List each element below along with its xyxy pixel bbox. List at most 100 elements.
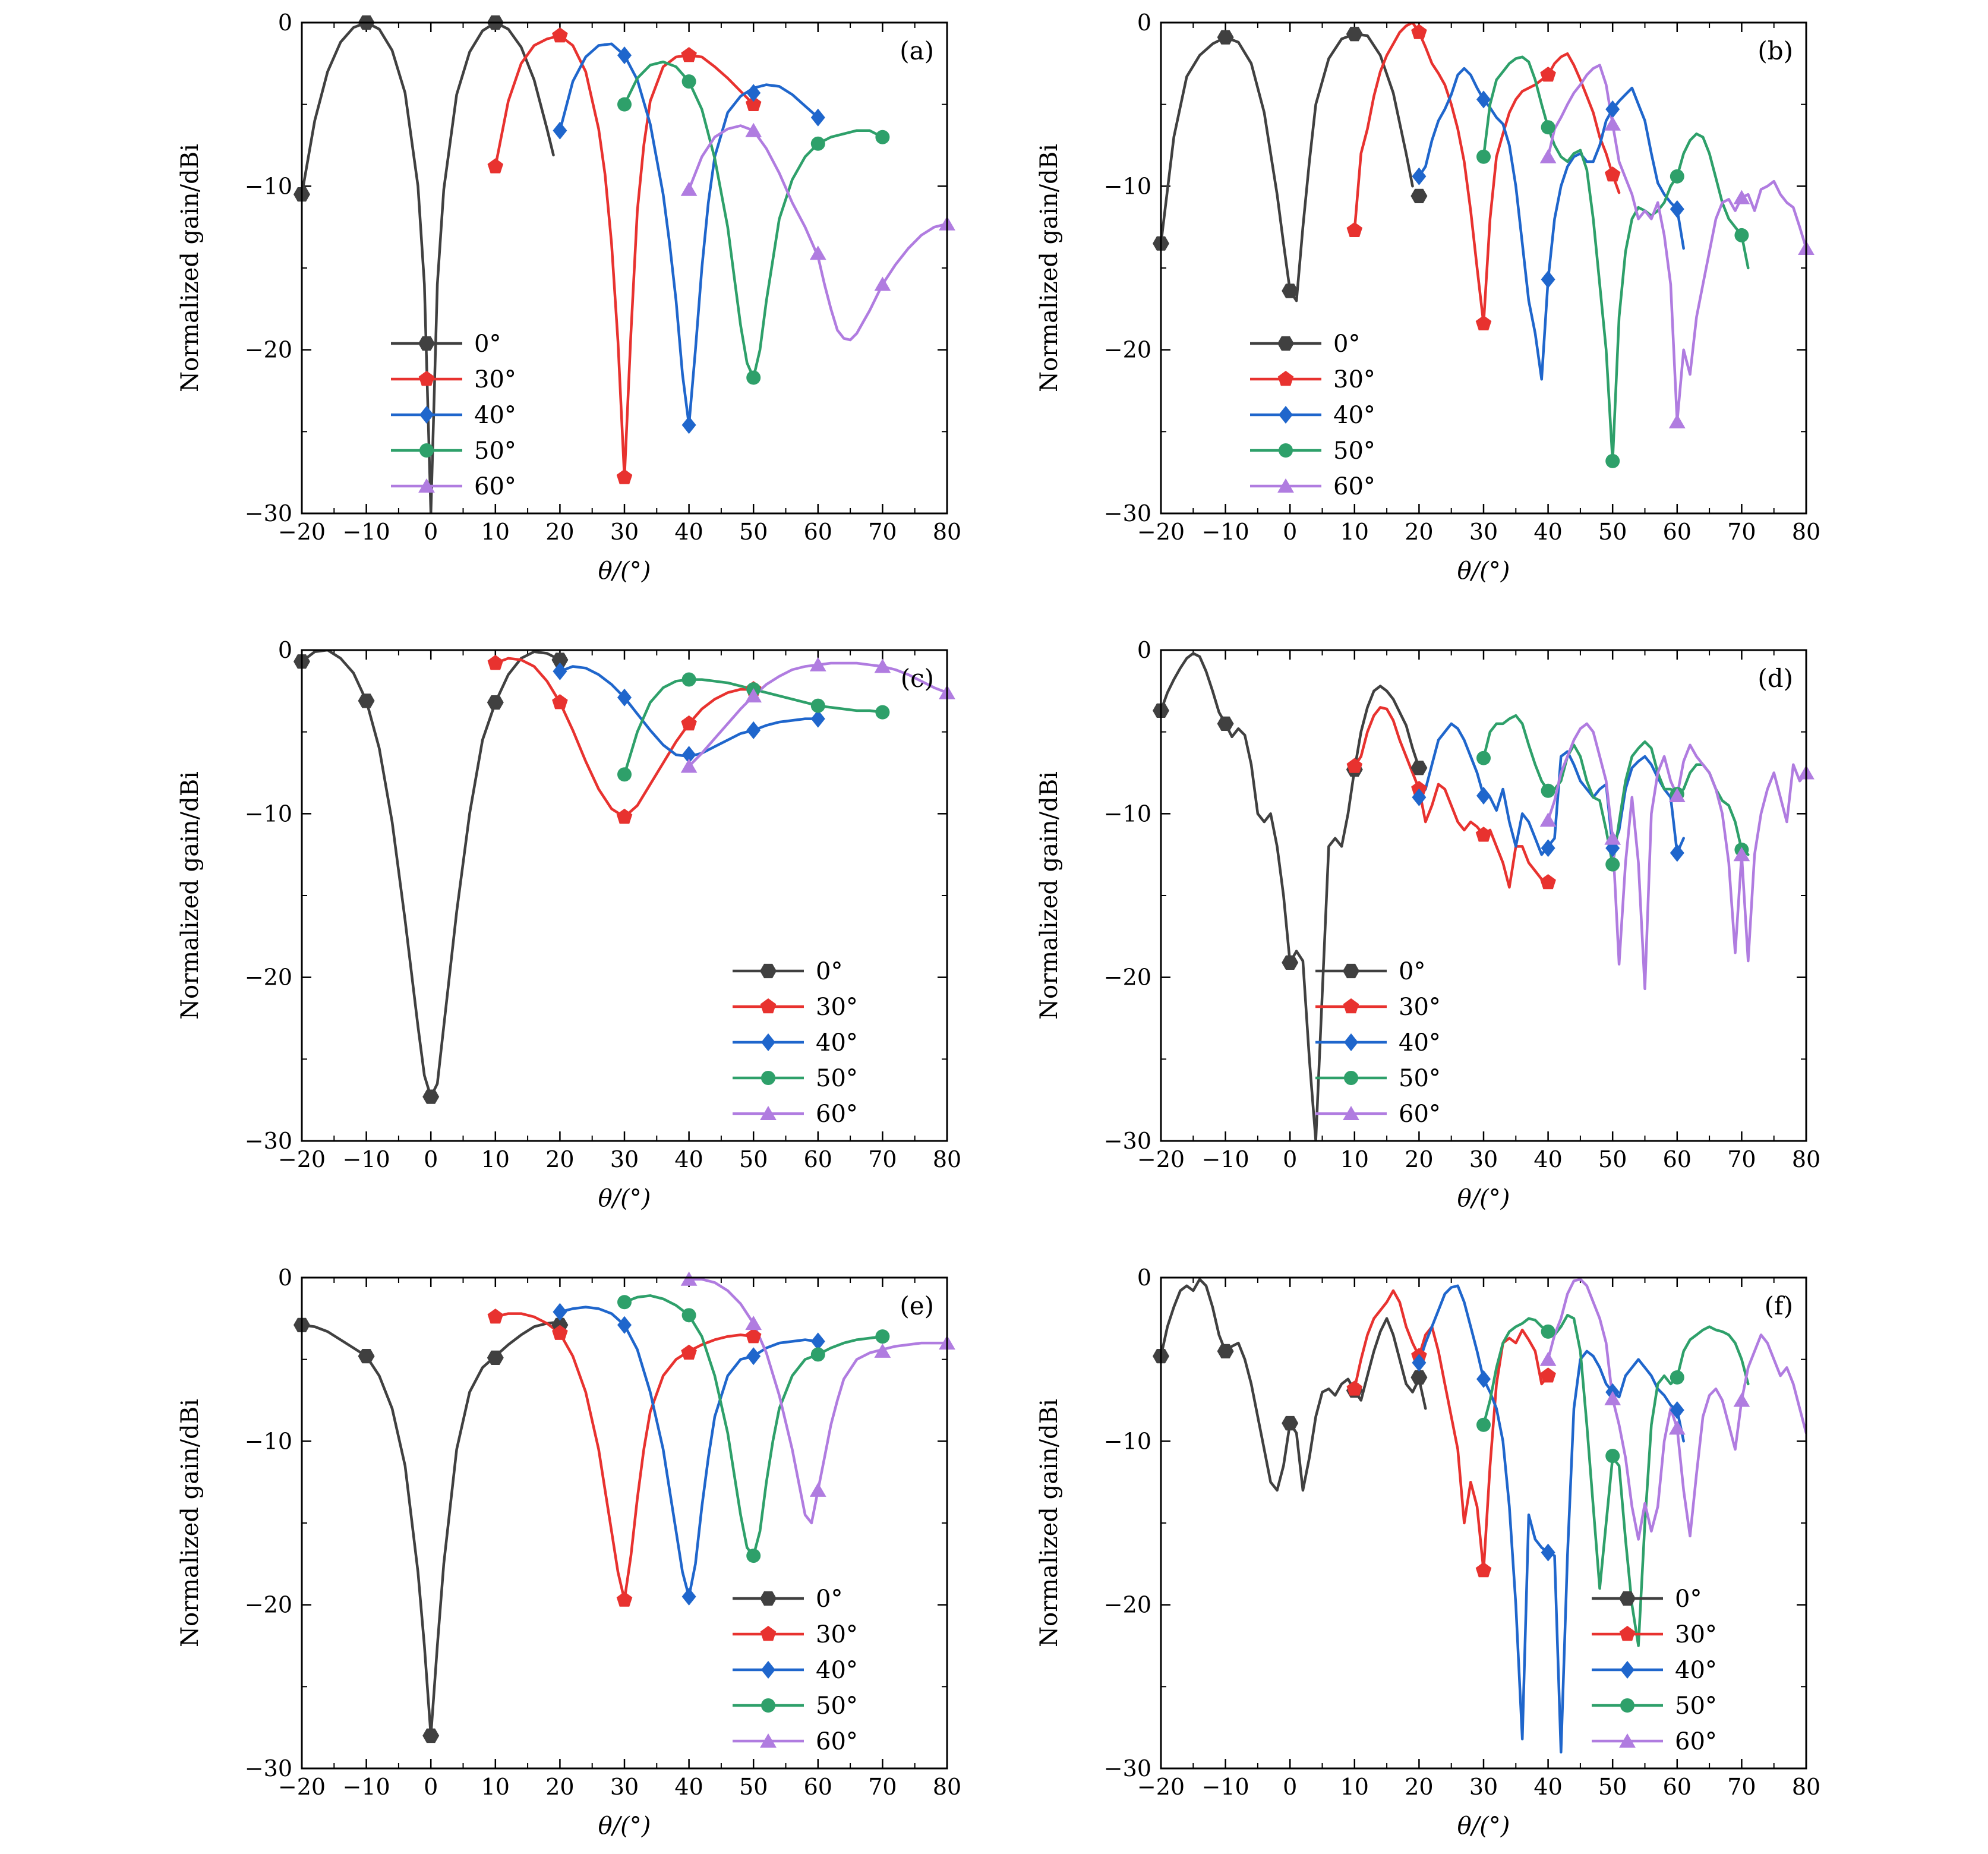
series-line-30deg xyxy=(1353,23,1621,325)
x-tick-label: 60 xyxy=(804,1774,832,1800)
x-tick-label: 30 xyxy=(610,519,639,545)
data-point-60deg xyxy=(1539,149,1557,163)
y-tick-label: −20 xyxy=(1104,964,1151,991)
data-point-40deg xyxy=(746,84,761,102)
legend-marker xyxy=(760,963,777,979)
data-point-60deg xyxy=(809,1482,826,1497)
data-point-0deg xyxy=(1282,955,1299,970)
legend-marker xyxy=(760,998,777,1014)
panel-a: −20 −10 0 10 20 30 40 50 60 70 800−10−20−30θ/(°)No… xyxy=(176,10,961,585)
y-tick-label: −10 xyxy=(245,173,292,199)
data-point-30deg xyxy=(487,158,504,174)
legend-label: 30° xyxy=(1675,1621,1717,1648)
legend-marker xyxy=(1277,336,1294,351)
y-ticks: 0 −10 −20 −30 xyxy=(245,10,947,526)
data-point-40deg xyxy=(1541,839,1555,857)
data-point-40deg xyxy=(1476,787,1491,805)
x-tick-label: 0 xyxy=(1283,1146,1297,1172)
data-point-40deg xyxy=(553,1303,567,1321)
data-point-30deg xyxy=(681,47,697,62)
x-tick-label: 20 xyxy=(1405,519,1433,545)
legend-marker xyxy=(760,1106,777,1120)
data-point-50deg xyxy=(746,370,761,385)
data-point-60deg xyxy=(1604,116,1621,131)
legend-label: 60° xyxy=(1399,1101,1441,1128)
x-tick-label: 50 xyxy=(1598,519,1627,545)
y-ticks: 0 −10 −20 −30 xyxy=(1104,637,1806,1154)
y-tick-label: −20 xyxy=(1104,1592,1151,1618)
legend-marker xyxy=(760,1733,777,1748)
data-point-40deg xyxy=(617,688,632,707)
x-tick-label: −20 xyxy=(1137,1774,1185,1800)
x-tick-label: −20 xyxy=(1137,1146,1185,1172)
data-point-60deg xyxy=(1604,1390,1621,1405)
series-line-50deg xyxy=(1482,1314,1750,1647)
series-line-0deg xyxy=(1161,33,1414,302)
data-point-50deg xyxy=(681,1308,696,1323)
legend-label: 40° xyxy=(816,1029,858,1057)
legend-marker xyxy=(1277,371,1294,386)
x-tick-label: 30 xyxy=(610,1146,639,1172)
y-tick-label: −30 xyxy=(245,500,292,526)
legend-label: 30° xyxy=(1399,994,1441,1021)
data-point-0deg xyxy=(1217,1344,1234,1358)
data-point-60deg xyxy=(1668,414,1686,428)
x-tick-label: 60 xyxy=(804,519,832,545)
data-point-60deg xyxy=(1539,1351,1557,1366)
data-point-60deg xyxy=(745,122,762,137)
x-tick-label: 50 xyxy=(1598,1146,1627,1172)
data-point-0deg xyxy=(422,1089,440,1104)
x-tick-label: 20 xyxy=(545,1774,574,1800)
data-point-30deg xyxy=(552,694,568,710)
data-point-40deg xyxy=(1412,167,1427,185)
data-point-40deg xyxy=(681,1587,696,1606)
data-point-50deg xyxy=(810,1347,825,1362)
y-tick-label: 0 xyxy=(278,10,292,36)
x-tick-label: −10 xyxy=(342,519,390,545)
data-point-60deg xyxy=(745,688,762,703)
y-tick-label: −20 xyxy=(245,964,292,991)
y-tick-label: −30 xyxy=(1104,500,1151,526)
x-tick-label: −10 xyxy=(1201,1774,1249,1800)
data-point-30deg xyxy=(681,1344,697,1360)
y-axis-label: Normalized gain/dBi xyxy=(176,771,204,1020)
data-point-30deg xyxy=(1475,827,1492,842)
data-point-0deg xyxy=(1282,1415,1299,1431)
data-point-40deg xyxy=(1605,100,1620,118)
legend-marker xyxy=(760,1591,777,1606)
x-tick-label: 70 xyxy=(1727,519,1756,545)
x-tick-label: 30 xyxy=(1469,1146,1498,1172)
x-tick-label: 80 xyxy=(933,1146,961,1172)
data-point-30deg xyxy=(616,808,633,824)
data-point-50deg xyxy=(1670,169,1684,184)
legend-label: 60° xyxy=(816,1728,858,1755)
data-point-50deg xyxy=(681,672,696,687)
y-axis-label: Normalized gain/dBi xyxy=(1036,1399,1063,1647)
legend-label: 60° xyxy=(816,1101,858,1128)
panel-label: (d) xyxy=(1757,664,1793,693)
x-ticks: −20 −10 0 10 20 30 40 50 60 70 80 xyxy=(1137,650,1820,1172)
legend-label: 30° xyxy=(1333,366,1375,393)
series-line-60deg xyxy=(1547,64,1806,424)
data-point-60deg xyxy=(874,1343,891,1358)
x-tick-label: 70 xyxy=(1727,1146,1756,1172)
series-line-30deg xyxy=(1353,706,1550,889)
legend-marker xyxy=(419,443,434,458)
legend: 0° 30° 40° 50° 60° xyxy=(733,1585,858,1755)
x-tick-label: 40 xyxy=(674,1146,703,1172)
legend-label: 50° xyxy=(1399,1065,1441,1092)
series-line-40deg xyxy=(1418,722,1685,856)
panel-label: (e) xyxy=(900,1291,934,1320)
legend-label: 50° xyxy=(816,1065,858,1092)
data-point-30deg xyxy=(1346,1380,1363,1396)
panel-label: (c) xyxy=(901,664,934,693)
data-point-50deg xyxy=(1670,1370,1684,1385)
panel-c: −20 −10 0 10 20 30 40 50 60 70 800−10−20−30θ/(°)No… xyxy=(176,637,961,1212)
y-tick-label: 0 xyxy=(278,637,292,663)
data-point-0deg xyxy=(358,693,375,708)
plot-frame xyxy=(301,21,948,515)
data-point-40deg xyxy=(1476,90,1491,109)
x-tick-label: 20 xyxy=(1405,1146,1433,1172)
panel-e: −20 −10 0 10 20 30 40 50 60 70 800−10−20−30θ/(°)No… xyxy=(176,1265,961,1840)
data-point-50deg xyxy=(681,74,696,89)
